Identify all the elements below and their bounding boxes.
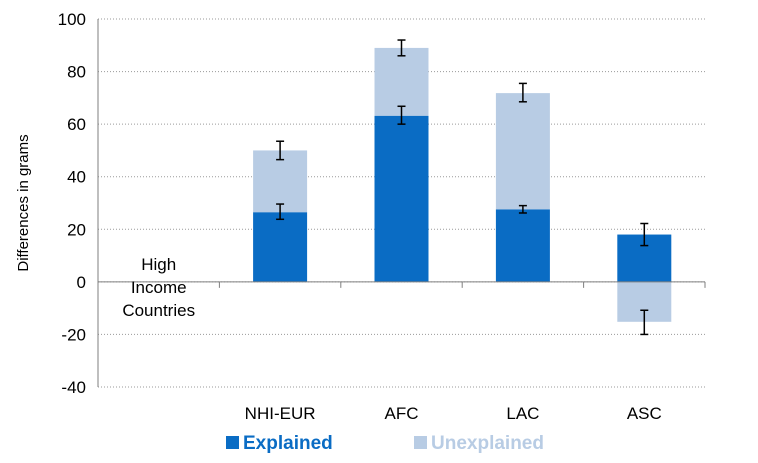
error-bars bbox=[276, 39, 649, 336]
legend-item-explained: Explained bbox=[226, 433, 333, 454]
x-tick-label: AFC bbox=[385, 404, 419, 423]
legend-swatch bbox=[414, 436, 427, 449]
bar-explained-lac bbox=[495, 209, 550, 282]
category-labels: NHI-EUR AFC LAC ASC bbox=[245, 404, 662, 423]
y-tick-label: 0 bbox=[77, 273, 86, 292]
error-bar-unexplained-asc bbox=[640, 309, 649, 336]
bar-unexplained-lac bbox=[495, 93, 550, 210]
axes bbox=[97, 19, 706, 387]
bar-unexplained-nhi-eur bbox=[253, 150, 308, 213]
legend-label: Unexplained bbox=[431, 433, 544, 454]
error-bar-explained-afc bbox=[397, 105, 406, 125]
x-tick-label: ASC bbox=[627, 404, 662, 423]
y-tick-label: 80 bbox=[67, 63, 86, 82]
legend: Explained Unexplained bbox=[226, 433, 544, 454]
y-tick-label: 20 bbox=[67, 220, 86, 239]
bar-explained-afc bbox=[374, 115, 429, 282]
legend-item-unexplained: Unexplained bbox=[414, 433, 544, 454]
error-bar-unexplained-lac bbox=[518, 82, 527, 103]
y-tick-label: 60 bbox=[67, 115, 86, 134]
error-bar-explained-nhi-eur bbox=[276, 203, 285, 221]
y-tick-label: 40 bbox=[67, 168, 86, 187]
y-tick-labels: 100 80 60 40 20 0 -20 -40 bbox=[58, 10, 86, 397]
reference-label-line: Income bbox=[131, 278, 187, 297]
y-axis-title: Differences in grams bbox=[15, 134, 32, 271]
x-tick-label: NHI-EUR bbox=[245, 404, 316, 423]
bar-unexplained-afc bbox=[374, 47, 429, 116]
error-bar-unexplained-nhi-eur bbox=[276, 140, 285, 161]
y-tick-label: -20 bbox=[61, 325, 86, 344]
reference-group-label: High Income Countries bbox=[122, 255, 195, 320]
bars bbox=[253, 47, 672, 322]
error-bar-explained-lac bbox=[518, 204, 527, 214]
error-bar-explained-asc bbox=[640, 222, 649, 247]
x-tick-label: LAC bbox=[506, 404, 539, 423]
y-tick-label: -40 bbox=[61, 378, 86, 397]
y-tick-label: 100 bbox=[58, 10, 86, 29]
legend-swatch bbox=[226, 436, 239, 449]
reference-label-line: High bbox=[141, 255, 176, 274]
bar-explained-nhi-eur bbox=[253, 212, 308, 282]
error-bar-unexplained-afc bbox=[397, 39, 406, 57]
reference-label-line: Countries bbox=[122, 301, 195, 320]
legend-label: Explained bbox=[243, 433, 333, 454]
